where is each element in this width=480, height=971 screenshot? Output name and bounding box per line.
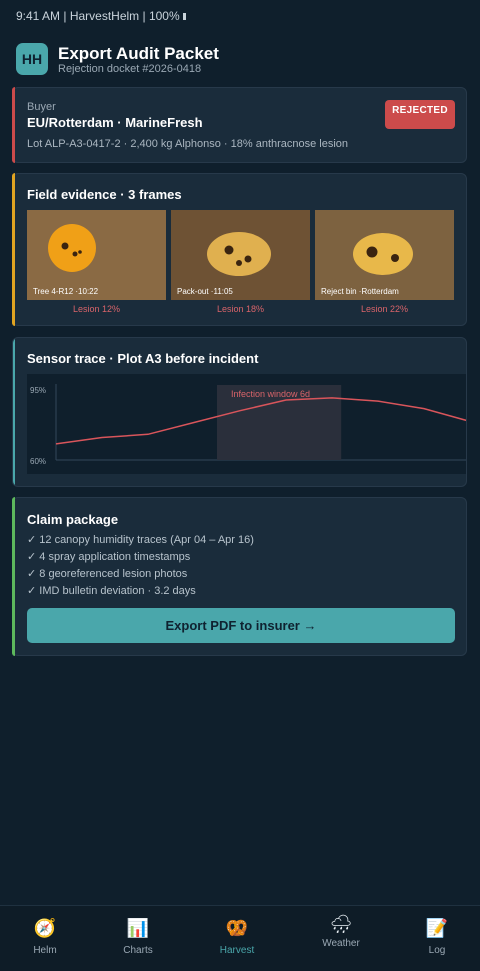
page-title: Export Audit Packet xyxy=(58,44,219,63)
sensor-trace-card: Sensor trace · Plot A3 before incident I… xyxy=(12,337,467,487)
mango-photo-image xyxy=(171,210,310,300)
nav-item-log[interactable]: 📝 Log xyxy=(389,906,480,971)
lot-details: Lot ALP-A3-0417-2 · 2,400 kg Alphonso · … xyxy=(27,138,349,150)
photo-caption: Reject bin ·Rotterdam xyxy=(321,287,399,296)
field-evidence-card: Field evidence · 3 frames Tree 4-R12 ·10… xyxy=(12,173,467,326)
docket-number: Rejection docket #2026-0418 xyxy=(58,63,202,75)
nav-label: Weather xyxy=(322,938,360,949)
claim-item: ✓ IMD bulletin deviation · 3.2 days xyxy=(27,585,196,597)
nav-item-helm[interactable]: 🧭 Helm xyxy=(0,906,93,971)
photo-caption: Tree 4-R12 ·10:22 xyxy=(33,287,99,296)
nav-label: Harvest xyxy=(219,945,255,956)
rain-cloud-icon: 🌧 xyxy=(329,914,353,934)
photo-caption: Pack-out ·11:05 xyxy=(177,287,233,296)
nav-label: Charts xyxy=(123,945,153,956)
evidence-title: Field evidence · 3 frames xyxy=(27,187,182,202)
status-text: 9:41 AM | HarvestHelm | 100% xyxy=(16,9,180,23)
mango-photo-image xyxy=(315,210,454,300)
infection-window-label: Infection window 6d xyxy=(231,389,310,399)
lesion-percent: Lesion 12% xyxy=(72,304,121,314)
evidence-photo[interactable]: Pack-out ·11:05 xyxy=(171,210,310,300)
mango-photo-image xyxy=(27,210,166,300)
humidity-trace-line xyxy=(55,397,466,445)
export-pdf-button[interactable]: Export PDF to insurer → xyxy=(27,608,455,643)
buyer-label: Buyer xyxy=(27,101,56,113)
card-accent xyxy=(12,87,15,163)
compass-icon: 🧭 xyxy=(33,918,57,938)
claim-item: ✓ 4 spray application timestamps xyxy=(27,551,191,563)
app-logo: HH xyxy=(16,43,48,75)
pretzel-icon: 🥨 xyxy=(225,918,249,938)
claim-title: Claim package xyxy=(27,512,119,527)
card-accent xyxy=(13,338,15,486)
battery-icon xyxy=(182,13,186,20)
bottom-nav: 🧭 Helm 📊 Charts 🥨 Harvest 🌧 Weather 📝 Lo… xyxy=(0,905,480,971)
claim-item: ✓ 8 georeferenced lesion photos xyxy=(27,568,188,580)
nav-item-charts[interactable]: 📊 Charts xyxy=(90,906,186,971)
card-accent xyxy=(12,497,15,656)
card-accent xyxy=(12,173,15,326)
infection-window-band xyxy=(217,385,342,460)
sensor-title: Sensor trace · Plot A3 before incident xyxy=(27,351,259,366)
buyer-name: EU/Rotterdam · MarineFresh xyxy=(27,115,203,130)
lesion-percent: Lesion 18% xyxy=(216,304,265,314)
nav-label: Log xyxy=(428,945,446,956)
evidence-photo[interactable]: Reject bin ·Rotterdam xyxy=(315,210,454,300)
nav-item-weather[interactable]: 🌧 Weather xyxy=(293,906,389,971)
nav-item-harvest[interactable]: 🥨 Harvest xyxy=(189,906,285,971)
nav-label: Helm xyxy=(33,945,57,956)
buyer-card: Buyer EU/Rotterdam · MarineFresh Lot ALP… xyxy=(12,87,467,163)
claim-item: ✓ 12 canopy humidity traces (Apr 04 – Ap… xyxy=(27,534,254,546)
y-tick-label: 60% xyxy=(30,457,46,466)
claim-package-card: Claim package ✓ 12 canopy humidity trace… xyxy=(12,497,467,656)
lesion-percent: Lesion 22% xyxy=(360,304,409,314)
humidity-chart[interactable]: Infection window 6d 95% 60% xyxy=(27,374,467,474)
status-bar: 9:41 AM | HarvestHelm | 100% xyxy=(16,9,186,23)
bar-chart-icon: 📊 xyxy=(126,918,150,938)
status-badge: REJECTED xyxy=(385,100,455,129)
memo-icon: 📝 xyxy=(425,918,449,938)
evidence-photo[interactable]: Tree 4-R12 ·10:22 xyxy=(27,210,166,300)
y-tick-label: 95% xyxy=(30,386,46,395)
